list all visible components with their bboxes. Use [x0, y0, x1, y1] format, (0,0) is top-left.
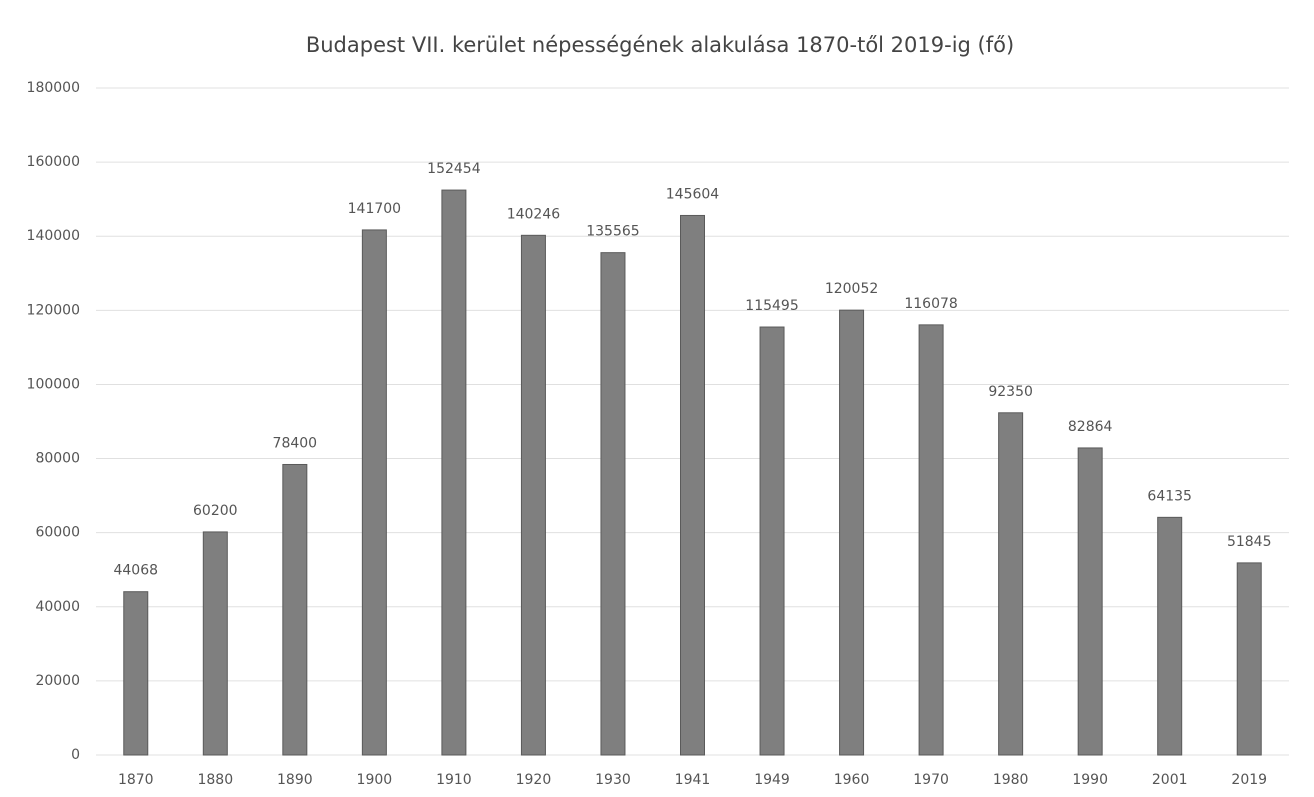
x-tick-label: 1890 — [277, 772, 313, 788]
y-tick-label: 140000 — [27, 228, 80, 244]
x-tick-label: 1930 — [595, 772, 631, 788]
data-label: 92350 — [988, 384, 1033, 400]
data-label: 78400 — [273, 435, 318, 451]
bar — [361, 229, 387, 756]
x-tick-label: 1941 — [675, 772, 711, 788]
bar — [1157, 516, 1183, 756]
data-label: 140246 — [507, 206, 561, 222]
data-label: 120052 — [825, 281, 878, 297]
x-tick-label: 1970 — [913, 772, 949, 788]
bar — [520, 234, 546, 756]
bar — [123, 591, 149, 756]
data-label: 141700 — [348, 201, 401, 217]
data-label: 44068 — [113, 563, 158, 579]
y-tick-label: 160000 — [27, 154, 80, 170]
x-tick-label: 2019 — [1231, 772, 1267, 788]
data-label: 82864 — [1068, 419, 1113, 435]
x-tick-label: 1920 — [516, 772, 552, 788]
data-label: 51845 — [1227, 534, 1272, 550]
data-label: 115495 — [745, 298, 798, 314]
y-tick-label: 20000 — [35, 673, 80, 689]
x-tick-label: 1990 — [1072, 772, 1108, 788]
bar — [998, 412, 1024, 756]
bar — [600, 252, 626, 756]
y-tick-label: 120000 — [27, 302, 80, 318]
data-label: 116078 — [904, 296, 957, 312]
data-label: 145604 — [666, 186, 720, 202]
y-tick-label: 40000 — [35, 599, 80, 615]
data-label: 152454 — [427, 161, 481, 177]
bar — [282, 463, 308, 756]
bar — [680, 214, 705, 756]
data-label: 60200 — [193, 503, 238, 519]
y-tick-label: 100000 — [27, 376, 80, 392]
y-tick-label: 0 — [71, 747, 80, 763]
y-tick-label: 80000 — [35, 451, 80, 467]
x-tick-label: 1900 — [357, 772, 393, 788]
data-label: 135565 — [586, 224, 639, 240]
y-tick-label: 60000 — [35, 525, 80, 541]
bar — [1077, 447, 1103, 756]
x-tick-label: 1980 — [993, 772, 1029, 788]
x-tick-label: 1880 — [197, 772, 233, 788]
x-tick-label: 1960 — [834, 772, 870, 788]
x-tick-label: 1870 — [118, 772, 154, 788]
data-label: 64135 — [1147, 488, 1192, 504]
x-tick-label: 1910 — [436, 772, 472, 788]
bar — [759, 326, 785, 756]
bar — [441, 189, 467, 756]
bar — [202, 531, 228, 756]
bar — [839, 309, 865, 756]
x-tick-label: 2001 — [1152, 772, 1188, 788]
y-tick-label: 180000 — [27, 80, 80, 96]
chart-title: Budapest VII. kerület népességének alaku… — [306, 33, 1014, 57]
bar — [1236, 562, 1262, 756]
bar — [918, 324, 944, 756]
x-tick-label: 1949 — [754, 772, 790, 788]
